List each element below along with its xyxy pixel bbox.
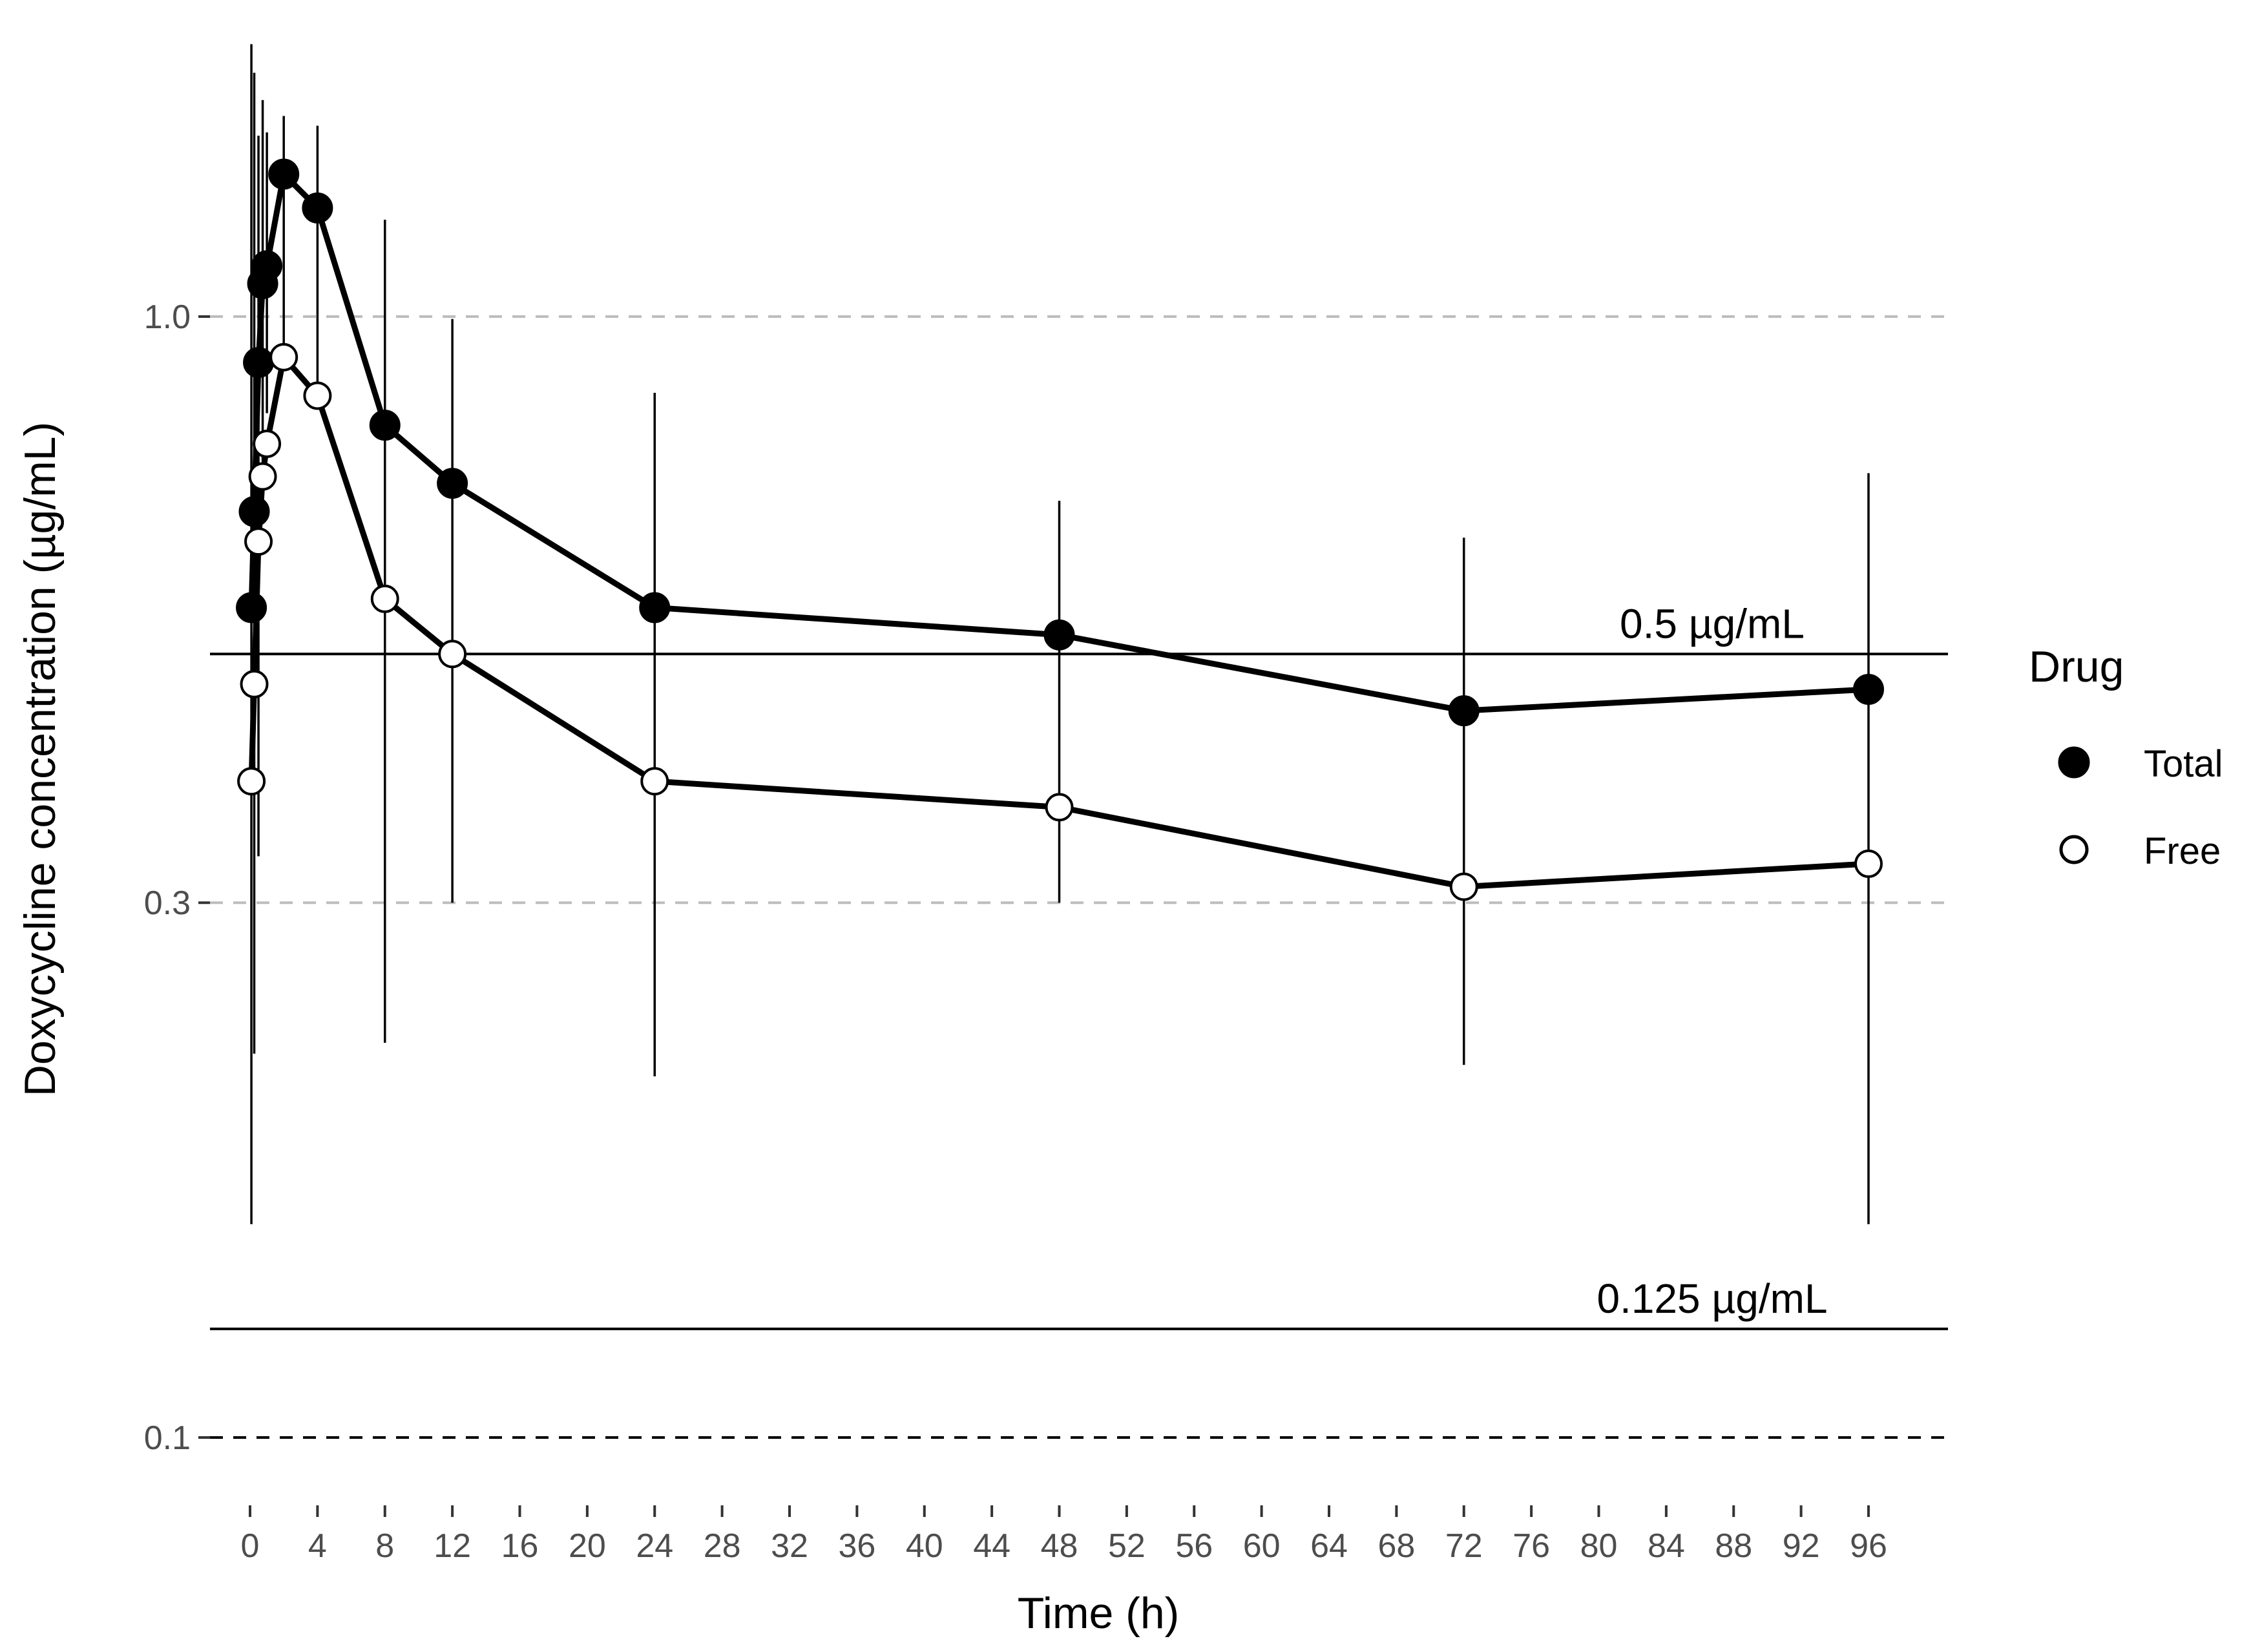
point-free-4	[253, 429, 282, 458]
point-total-2	[243, 347, 275, 379]
point-free-5	[269, 342, 298, 371]
x-tick-label-2: 8	[375, 1527, 394, 1565]
point-total-6	[302, 192, 333, 224]
legend-key-free	[2059, 835, 2089, 864]
point-total-9	[639, 592, 671, 623]
x-tick-label-20: 80	[1580, 1527, 1618, 1565]
y-axis-title: Doxycycline concentration (µg/mL)	[16, 422, 65, 1096]
x-tick-label-1: 4	[308, 1527, 327, 1565]
y-axis-ticks: 0.1 0.3 1.0	[144, 298, 210, 1457]
legend: Drug Total Free	[2029, 642, 2223, 872]
legend-key-total	[2058, 746, 2090, 779]
point-free-12	[1854, 849, 1883, 878]
point-free-10	[1045, 793, 1074, 822]
x-tick-label-8: 32	[771, 1527, 808, 1565]
point-total-1	[238, 496, 270, 527]
x-tick-label-10: 40	[906, 1527, 943, 1565]
x-tick-label-14: 56	[1175, 1527, 1213, 1565]
point-free-8	[438, 640, 467, 669]
point-free-3	[248, 462, 277, 491]
x-tick-label-23: 92	[1783, 1527, 1820, 1565]
x-tick-label-19: 76	[1513, 1527, 1550, 1565]
y-tick-label-2: 1.0	[144, 298, 191, 336]
x-tick-label-18: 72	[1445, 1527, 1483, 1565]
point-total-7	[369, 410, 401, 441]
point-free-1	[240, 669, 269, 698]
point-free-11	[1449, 872, 1478, 901]
x-tick-label-15: 60	[1243, 1527, 1281, 1565]
x-tick-label-13: 52	[1108, 1527, 1146, 1565]
x-axis-title: Time (h)	[1018, 1589, 1180, 1638]
point-free-6	[303, 381, 332, 410]
x-tick-label-4: 16	[501, 1527, 539, 1565]
x-tick-label-9: 36	[838, 1527, 875, 1565]
point-free-7	[370, 584, 399, 613]
x-tick-label-16: 64	[1310, 1527, 1348, 1565]
x-tick-label-11: 44	[973, 1527, 1010, 1565]
point-total-5	[268, 158, 300, 190]
point-total-4	[251, 250, 283, 282]
point-free-0	[237, 767, 266, 796]
x-tick-label-21: 84	[1648, 1527, 1685, 1565]
x-tick-label-22: 88	[1715, 1527, 1752, 1565]
legend-label-free: Free	[2144, 830, 2221, 872]
point-free-9	[640, 767, 669, 796]
reference-lines: 0.5 µg/mL 0.125 µg/mL	[210, 600, 1948, 1330]
y-tick-label-0: 0.1	[144, 1419, 191, 1457]
reference-label-0: 0.5 µg/mL	[1620, 600, 1805, 647]
error-bars	[250, 44, 1870, 1224]
x-tick-label-24: 96	[1850, 1527, 1887, 1565]
legend-label-total: Total	[2144, 743, 2223, 785]
point-total-0	[236, 592, 267, 623]
y-tick-label-1: 0.3	[144, 884, 191, 922]
x-tick-label-0: 0	[241, 1527, 260, 1565]
x-tick-label-6: 24	[636, 1527, 673, 1565]
gridlines	[210, 315, 1948, 1439]
point-total-10	[1043, 619, 1075, 651]
point-total-12	[1853, 673, 1884, 705]
x-tick-label-3: 12	[434, 1527, 471, 1565]
legend-title: Drug	[2029, 642, 2124, 691]
point-total-11	[1448, 695, 1480, 727]
x-tick-label-17: 68	[1377, 1527, 1415, 1565]
x-tick-label-7: 28	[704, 1527, 741, 1565]
point-free-2	[244, 527, 273, 556]
x-tick-label-5: 20	[569, 1527, 606, 1565]
x-axis-ticks: 0 4 8 12 16 20 24 28 32 36 40 44 48 52 56 60 64 68 72 76 80 8…	[241, 1505, 1887, 1565]
point-total-8	[437, 468, 468, 499]
x-tick-label-12: 48	[1041, 1527, 1078, 1565]
reference-label-1: 0.125 µg/mL	[1597, 1275, 1827, 1322]
data-points	[236, 158, 1884, 901]
